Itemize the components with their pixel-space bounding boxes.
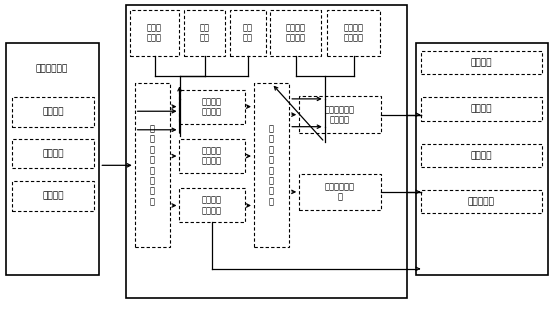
Text: 土壤中水分、
养分状况: 土壤中水分、 养分状况 [325,105,355,124]
Bar [421,51,542,74]
Text: 氮运移及
转化参数: 氮运移及 转化参数 [344,23,364,42]
Text: 作
物
生
长
发
育
模
块: 作 物 生 长 发 育 模 块 [150,125,155,206]
Bar [416,43,548,275]
Text: 施肥状况: 施肥状况 [43,149,63,159]
Bar [299,174,381,210]
Bar [126,5,407,298]
Text: 作物水分
利用情况: 作物水分 利用情况 [202,146,222,166]
Text: 作物特
性参数: 作物特 性参数 [147,23,162,42]
Bar [179,188,245,222]
Text: 水
肥
迁
移
转
化
模
块: 水 肥 迁 移 转 化 模 块 [269,125,274,206]
Text: 田间管理数据: 田间管理数据 [36,64,68,74]
Text: 作物氮素
利用情况: 作物氮素 利用情况 [202,97,222,116]
Bar [12,97,94,127]
Bar [184,10,225,56]
Text: 作物产量: 作物产量 [471,58,492,67]
Bar [421,144,542,167]
Bar [12,181,94,211]
Text: 水肥利用率: 水肥利用率 [468,197,495,206]
Text: 作物生长
发育情况: 作物生长 发育情况 [202,196,222,215]
Bar [179,139,245,173]
Bar [299,96,381,133]
Text: 土壤
参数: 土壤 参数 [243,23,253,42]
Text: 排水水量: 排水水量 [471,104,492,114]
Bar [6,43,99,275]
Bar [254,83,289,247]
Bar [230,10,266,56]
Bar [130,10,179,56]
Bar [12,139,94,168]
Bar [327,10,380,56]
Text: 排水状况: 排水状况 [43,192,63,201]
Text: 气象
参数: 气象 参数 [200,23,210,42]
Bar [270,10,321,56]
Text: 排水水质: 排水水质 [471,151,492,160]
Bar [421,190,542,213]
Text: 灌水状况: 灌水状况 [43,108,63,117]
Bar [135,83,170,247]
Text: 排水水量与水
质: 排水水量与水 质 [325,182,355,201]
Bar [421,97,542,121]
Bar [179,90,245,124]
Text: 排水系统
设计数据: 排水系统 设计数据 [286,23,306,42]
